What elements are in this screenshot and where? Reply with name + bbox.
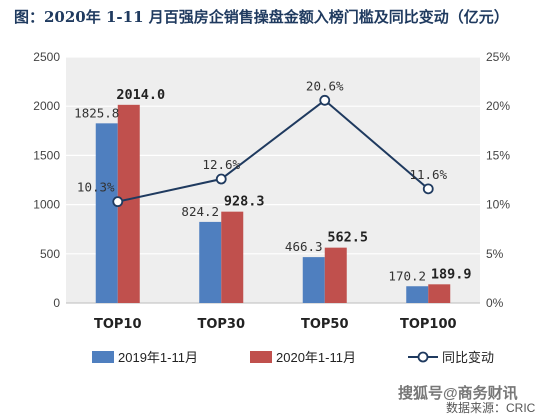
bar-2019	[199, 221, 222, 303]
left-axis-ticks: 0 500 1000 1500 2000 2500	[33, 50, 60, 310]
left-tick-label: 1000	[33, 198, 60, 212]
category-label: TOP50	[301, 317, 349, 332]
line-value-label: 12.6%	[202, 157, 240, 172]
line-value-label: 10.3%	[77, 180, 115, 195]
bar-value-label: 466.3	[285, 239, 323, 254]
bar-2019	[406, 286, 429, 303]
right-tick-label: 20%	[486, 99, 510, 113]
line-point	[319, 94, 331, 106]
legend-marker	[417, 351, 429, 363]
left-tick-label: 2500	[33, 50, 60, 64]
line-value-label: 20.6%	[306, 78, 344, 93]
bar-2020	[117, 104, 140, 303]
category-labels: TOP10 TOP30 TOP50 TOP100	[94, 317, 457, 332]
line-point	[215, 173, 227, 185]
bar-value-label: 562.5	[327, 230, 368, 246]
data-labels: 1825.8 824.2 466.3 170.2 2014.0 928.3 562.5 189…	[74, 78, 471, 283]
right-tick-label: 10%	[486, 198, 510, 212]
bar-2019	[95, 123, 118, 303]
right-tick-label: 15%	[486, 148, 510, 162]
watermark: 搜狐号@商务财讯	[398, 384, 518, 402]
legend-label: 2019年1-11月	[118, 350, 198, 365]
legend-label: 同比变动	[442, 350, 494, 365]
line-path	[117, 99, 429, 203]
line-series	[112, 94, 434, 208]
category-label: TOP100	[400, 317, 457, 332]
legend: 2019年1-11月 2020年1-11月 同比变动	[92, 350, 494, 365]
right-tick-label: 5%	[486, 247, 504, 261]
line-point	[422, 183, 434, 195]
category-label: TOP30	[197, 317, 245, 332]
bar-2020	[221, 211, 244, 303]
right-tick-label: 0%	[486, 296, 504, 310]
bar-value-label: 1825.8	[74, 105, 119, 120]
bar-2020	[428, 284, 451, 303]
chart-title: 图：2020年 1-11 月百强房企销售操盘金额入榜门槛及同比变动（亿元）	[14, 8, 509, 26]
left-tick-label: 2000	[33, 99, 60, 113]
legend-label: 2020年1-11月	[276, 350, 356, 365]
left-tick-label: 1500	[33, 148, 60, 162]
bar-value-label: 2014.0	[116, 87, 165, 103]
bar-2020	[324, 247, 347, 303]
left-tick-label: 500	[40, 247, 60, 261]
bar-value-label: 189.9	[431, 266, 472, 282]
legend-swatch	[92, 351, 114, 363]
bar-value-label: 928.3	[224, 194, 265, 210]
bar-value-label: 824.2	[181, 204, 219, 219]
left-tick-label: 0	[53, 296, 60, 310]
legend-swatch	[250, 351, 272, 363]
line-point	[112, 196, 124, 208]
bar-2019	[302, 257, 325, 303]
bar-value-label: 170.2	[388, 268, 426, 283]
right-tick-label: 25%	[486, 50, 510, 64]
right-axis-ticks: 0% 5% 10% 15% 20% 25%	[486, 50, 510, 310]
category-label: TOP10	[94, 317, 142, 332]
line-value-label: 11.6%	[409, 167, 447, 182]
source-note: 数据来源：CRIC	[446, 400, 536, 415]
bars	[95, 104, 451, 303]
